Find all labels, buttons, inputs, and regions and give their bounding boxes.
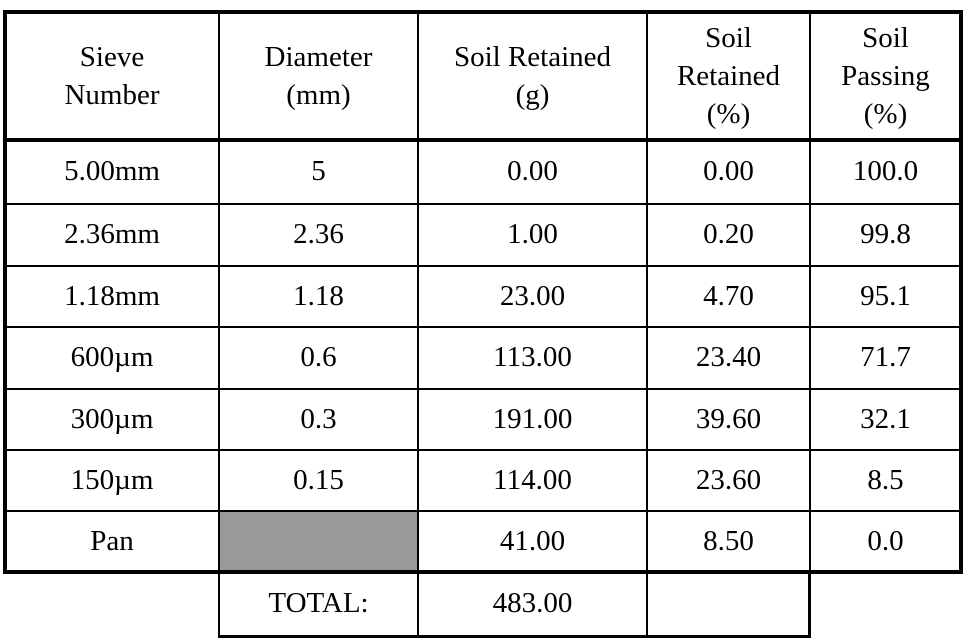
- cell-retained-pct: 0.00: [703, 155, 754, 188]
- row-divider: [5, 326, 961, 328]
- table-left-border: [3, 10, 7, 574]
- header-text: Diameter (mm): [265, 38, 373, 115]
- cell-sieve: 150µm: [70, 463, 154, 496]
- header-bottom-border: [5, 138, 961, 142]
- cell-passing-pct: 8.5: [867, 463, 904, 496]
- header-line: Retained: [676, 59, 781, 92]
- cell-retained-g: 0.00: [507, 155, 558, 188]
- total-divider: [646, 572, 648, 638]
- cell-passing-pct: 95.1: [860, 279, 911, 312]
- table-bottom-border: [3, 570, 963, 574]
- cell-retained-g: 114.00: [493, 463, 572, 496]
- header-text: Soil Retained (%): [677, 19, 780, 134]
- row-divider: [5, 388, 961, 390]
- cell-diameter: 0.6: [300, 341, 337, 374]
- cell-sieve: 5.00mm: [64, 155, 160, 188]
- total-left-border: [218, 572, 220, 638]
- cell-sieve: 600µm: [70, 341, 154, 374]
- header-cell-3: Soil Retained (g): [418, 12, 647, 140]
- cell-diameter: 0.15: [293, 463, 344, 496]
- cell-sieve: 300µm: [70, 402, 154, 435]
- cell-retained-g: 113.00: [493, 341, 572, 374]
- header-line: Sieve: [79, 40, 145, 73]
- column-divider: [809, 12, 811, 572]
- total-right-border: [808, 572, 811, 638]
- total-label: TOTAL:: [268, 587, 369, 620]
- row-divider: [5, 449, 961, 451]
- header-text: Soil Retained (g): [454, 38, 611, 115]
- cell-sieve: 1.18mm: [64, 279, 160, 312]
- header-cell-4: Soil Retained (%): [647, 12, 810, 140]
- header-cell-1: Sieve Number: [5, 12, 219, 140]
- header-line: Soil: [705, 21, 752, 54]
- header-line: (mm): [286, 79, 351, 111]
- header-line: (%): [706, 98, 751, 131]
- column-divider: [417, 12, 419, 572]
- header-line: Soil: [862, 21, 909, 54]
- cell-retained-g: 1.00: [507, 218, 558, 251]
- header-cell-2: Diameter (mm): [219, 12, 418, 140]
- cell-sieve: Pan: [90, 524, 134, 557]
- row-divider: [5, 265, 961, 267]
- cell-retained-pct: 39.60: [695, 402, 762, 435]
- cell-diameter: 0.3: [300, 402, 337, 435]
- total-bottom-border: [218, 635, 811, 638]
- total-empty-cell: [647, 572, 810, 636]
- cell-retained-pct: 23.60: [695, 463, 762, 496]
- cell-retained-g: 41.00: [499, 524, 566, 557]
- table-top-border: [3, 10, 963, 14]
- table-right-border: [959, 10, 963, 574]
- cell-passing-pct: 99.8: [860, 218, 911, 251]
- row-divider: [5, 203, 961, 205]
- cell-diameter: 5: [311, 155, 326, 188]
- shaded-empty-cell: [219, 511, 418, 572]
- cell-diameter: 2.36: [293, 218, 344, 251]
- cell-passing-pct: 0.0: [867, 524, 904, 557]
- header-line: Soil Retained: [453, 40, 612, 73]
- column-divider: [218, 12, 220, 572]
- cell-retained-pct: 23.40: [695, 341, 762, 374]
- cell-passing-pct: 32.1: [860, 402, 911, 435]
- total-divider: [417, 572, 419, 638]
- cell-retained-pct: 8.50: [703, 524, 754, 557]
- cell-diameter: 1.18: [293, 279, 344, 312]
- cell-passing-pct: 100.0: [852, 155, 919, 188]
- cell-retained-pct: 0.20: [703, 218, 754, 251]
- header-text: Sieve Number: [64, 38, 159, 115]
- cell-retained-g: 191.00: [492, 402, 573, 435]
- cell-passing-pct: 71.7: [860, 341, 911, 374]
- cell-retained-pct: 4.70: [703, 279, 754, 312]
- header-line: (g): [515, 79, 550, 111]
- header-line: Diameter: [264, 40, 373, 73]
- column-divider: [646, 12, 648, 572]
- row-divider: [5, 510, 961, 512]
- header-line: Number: [64, 79, 160, 111]
- header-line: (%): [863, 98, 908, 131]
- cell-retained-g: 23.00: [499, 279, 566, 312]
- header-text: Soil Passing (%): [841, 19, 930, 134]
- header-line: Passing: [841, 59, 930, 92]
- cell-sieve: 2.36mm: [64, 218, 160, 251]
- total-value: 483.00: [492, 587, 573, 620]
- header-cell-5: Soil Passing (%): [810, 12, 961, 140]
